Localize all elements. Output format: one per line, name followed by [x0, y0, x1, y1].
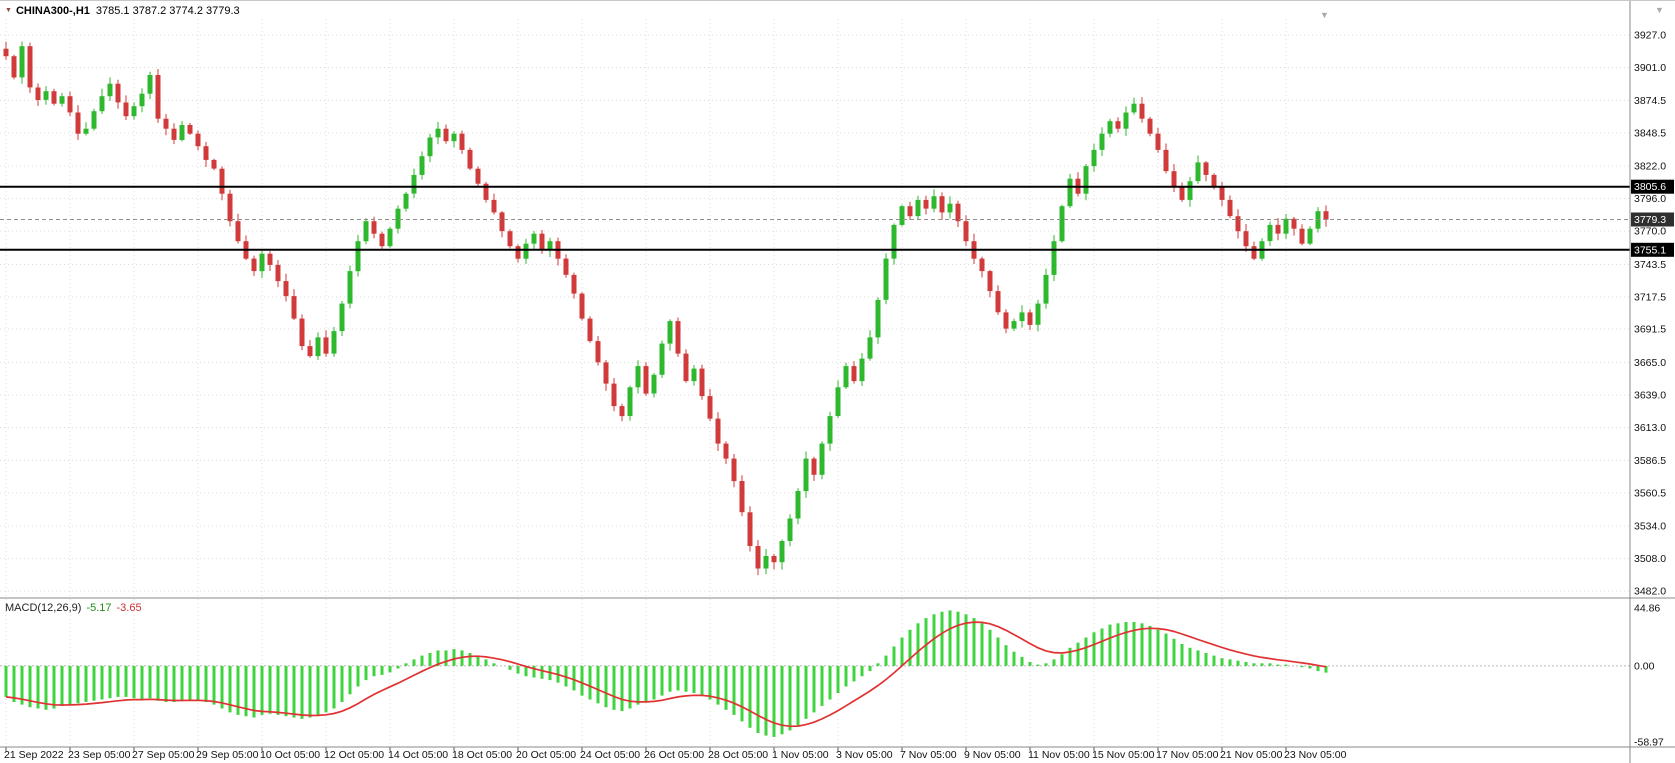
symbol-marker-icon: ▼ — [5, 7, 12, 14]
svg-text:12 Oct 05:00: 12 Oct 05:00 — [324, 749, 384, 761]
macd-indicator-label: MACD(12,26,9) — [5, 602, 82, 614]
svg-text:0.00: 0.00 — [1634, 660, 1655, 672]
svg-text:3805.6: 3805.6 — [1634, 181, 1666, 193]
svg-text:3779.3: 3779.3 — [1634, 214, 1666, 226]
svg-text:11 Nov 05:00: 11 Nov 05:00 — [1028, 749, 1090, 761]
time-axis[interactable]: 21 Sep 2022 23 Sep 05:00 27 Sep 05:00 29 Se… — [4, 747, 1347, 761]
svg-text:27 Sep 05:00: 27 Sep 05:00 — [132, 749, 195, 761]
corner-marker-icon: ▼ — [1655, 5, 1664, 15]
macd-signal-value: -3.65 — [116, 602, 142, 614]
svg-text:1 Nov 05:00: 1 Nov 05:00 — [772, 749, 829, 761]
svg-text:23 Sep 05:00: 23 Sep 05:00 — [68, 749, 131, 761]
svg-text:29 Sep 05:00: 29 Sep 05:00 — [196, 749, 259, 761]
svg-text:3560.5: 3560.5 — [1634, 487, 1666, 499]
support-resistance-lines[interactable]: 3805.6 3755.1 3779.3 — [0, 179, 1674, 257]
price-axis[interactable]: 3927.0 3901.0 3874.5 3848.5 3822.0 3796.0 3770… — [1634, 30, 1666, 598]
svg-text:3717.5: 3717.5 — [1634, 291, 1666, 303]
svg-text:3665.0: 3665.0 — [1634, 357, 1666, 369]
svg-text:21 Sep 2022: 21 Sep 2022 — [4, 749, 64, 761]
svg-text:3691.5: 3691.5 — [1634, 324, 1666, 336]
svg-text:3743.5: 3743.5 — [1634, 259, 1666, 271]
svg-text:3534.0: 3534.0 — [1634, 521, 1666, 533]
svg-text:20 Oct 05:00: 20 Oct 05:00 — [516, 749, 576, 761]
svg-text:3586.5: 3586.5 — [1634, 455, 1666, 467]
quote-bar: ▼ CHINA300-,H1 3785.1 3787.2 3774.2 3779.3 — [5, 5, 240, 17]
svg-text:44.86: 44.86 — [1634, 603, 1660, 615]
svg-text:3822.0: 3822.0 — [1634, 161, 1666, 173]
candlestick-series — [3, 41, 1329, 576]
svg-text:21 Nov 05:00: 21 Nov 05:00 — [1220, 749, 1283, 761]
svg-text:3848.5: 3848.5 — [1634, 128, 1666, 140]
svg-text:23 Nov 05:00: 23 Nov 05:00 — [1284, 749, 1347, 761]
svg-text:3770.0: 3770.0 — [1634, 226, 1666, 238]
svg-text:-58.97: -58.97 — [1634, 737, 1664, 749]
svg-text:15 Nov 05:00: 15 Nov 05:00 — [1092, 749, 1155, 761]
svg-text:7 Nov 05:00: 7 Nov 05:00 — [900, 749, 957, 761]
svg-text:3508.0: 3508.0 — [1634, 553, 1666, 565]
svg-text:3639.0: 3639.0 — [1634, 389, 1666, 401]
svg-text:3482.0: 3482.0 — [1634, 586, 1666, 598]
chart-shift-marker-icon[interactable]: ▼ — [1320, 10, 1329, 20]
svg-text:9 Nov 05:00: 9 Nov 05:00 — [964, 749, 1021, 761]
svg-text:3 Nov 05:00: 3 Nov 05:00 — [836, 749, 893, 761]
svg-text:10 Oct 05:00: 10 Oct 05:00 — [260, 749, 320, 761]
symbol-period-label: CHINA300-,H1 — [15, 5, 90, 17]
macd-panel: 44.86 0.00 -58.97 — [0, 603, 1664, 749]
svg-text:3613.0: 3613.0 — [1634, 422, 1666, 434]
svg-text:3874.5: 3874.5 — [1634, 95, 1666, 107]
ohlc-values: 3785.1 3787.2 3774.2 3779.3 — [95, 5, 240, 17]
svg-text:26 Oct 05:00: 26 Oct 05:00 — [644, 749, 704, 761]
svg-text:14 Oct 05:00: 14 Oct 05:00 — [388, 749, 448, 761]
macd-value: -5.17 — [86, 602, 112, 614]
macd-caption: MACD(12,26,9) -5.17 -3.65 — [5, 602, 142, 614]
svg-text:18 Oct 05:00: 18 Oct 05:00 — [452, 749, 512, 761]
svg-text:3927.0: 3927.0 — [1634, 30, 1666, 42]
svg-text:3796.0: 3796.0 — [1634, 193, 1666, 205]
svg-text:28 Oct 05:00: 28 Oct 05:00 — [708, 749, 768, 761]
svg-text:3901.0: 3901.0 — [1634, 62, 1666, 74]
svg-text:24 Oct 05:00: 24 Oct 05:00 — [580, 749, 640, 761]
svg-text:17 Nov 05:00: 17 Nov 05:00 — [1156, 749, 1219, 761]
svg-text:3755.1: 3755.1 — [1634, 244, 1666, 256]
